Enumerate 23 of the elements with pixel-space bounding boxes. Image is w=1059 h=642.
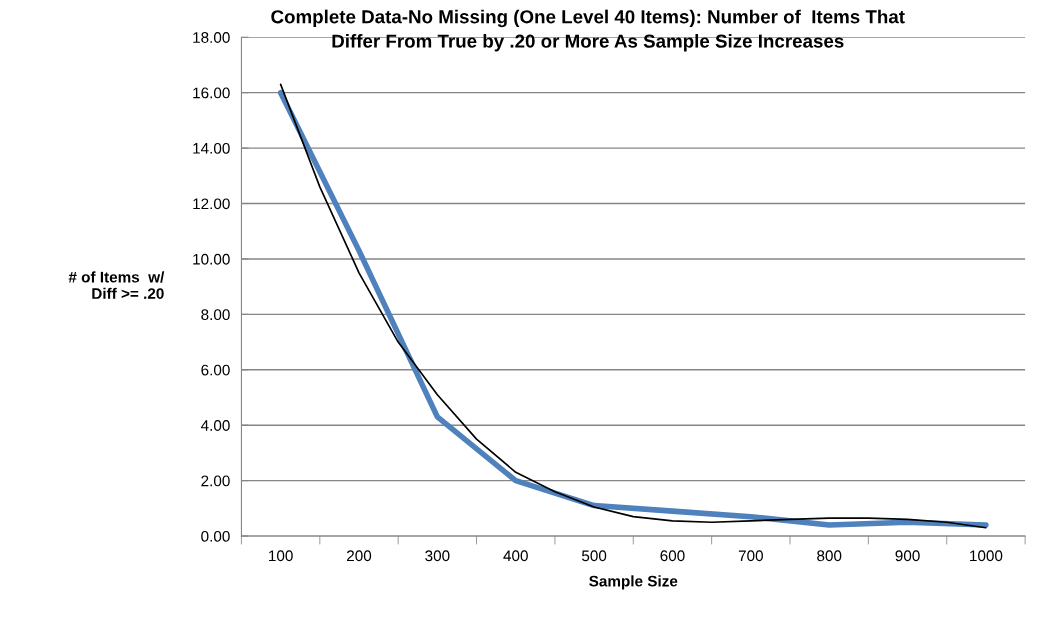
y-tick-label: 6.00 (201, 364, 230, 376)
y-tick-label: 2.00 (201, 475, 230, 487)
y-tick-label: 8.00 (201, 309, 230, 321)
x-tick-label: 300 (425, 550, 450, 562)
x-axis-title: Sample Size (589, 575, 678, 590)
y-tick-label: 10.00 (193, 253, 230, 265)
y-tick-label: 12.00 (193, 198, 230, 210)
x-tick-label: 1000 (970, 550, 1003, 562)
y-tick-label: 18.00 (193, 32, 230, 43)
x-tick-label: 900 (895, 550, 920, 562)
x-tick-label: 400 (503, 550, 528, 562)
x-tick-label: 700 (738, 550, 763, 562)
y-tick-label: 16.00 (193, 87, 230, 99)
x-tick-label: 200 (347, 550, 372, 562)
x-tick-label: 600 (660, 550, 685, 562)
y-axis-title: # of Items w/ Diff >= .20 (68, 271, 165, 299)
x-tick-label: 500 (581, 550, 607, 562)
chart-title: Complete Data-No Missing (One Level 40 Items): Number of Items That Differ From True by .20 or More As Sample Size Increases (271, 9, 905, 52)
y-tick-label: 4.00 (200, 420, 230, 431)
x-tick-label: 100 (269, 550, 293, 562)
y-tick-label: 14.00 (193, 142, 230, 154)
y-tick-label: 0.00 (201, 530, 230, 542)
x-tick-label: 800 (817, 550, 842, 562)
